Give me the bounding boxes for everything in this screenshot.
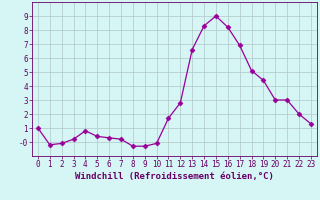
X-axis label: Windchill (Refroidissement éolien,°C): Windchill (Refroidissement éolien,°C) (75, 172, 274, 181)
